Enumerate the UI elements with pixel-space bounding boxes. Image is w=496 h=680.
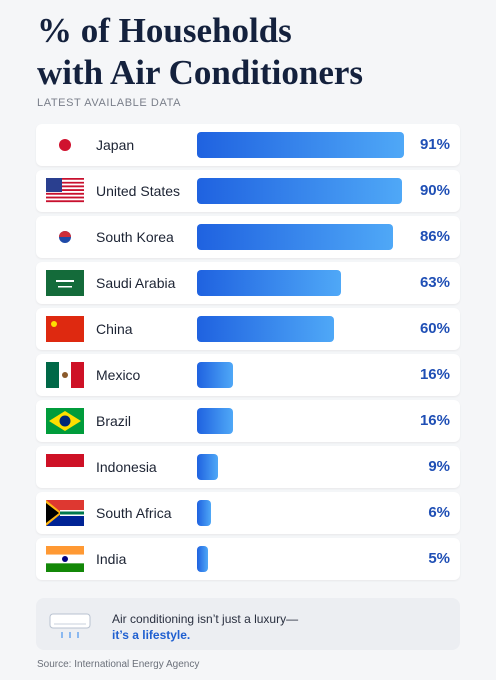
flag-part — [46, 546, 84, 555]
value-label: 60% — [419, 320, 450, 337]
flag-part — [46, 178, 84, 180]
flag-part — [46, 454, 84, 467]
bar-row: Saudi Arabia 63% — [36, 262, 460, 304]
flag-part — [46, 192, 84, 195]
source: Source: International Energy Agency — [37, 659, 200, 670]
flag — [46, 362, 84, 388]
flag-part — [71, 362, 84, 388]
flag-part — [56, 280, 74, 282]
flag-part — [59, 139, 71, 151]
flag-part — [46, 316, 84, 342]
flag — [46, 132, 84, 158]
value-label: 63% — [419, 274, 450, 291]
value-label: 90% — [419, 182, 450, 199]
title-line: with Air Conditioners — [37, 53, 364, 92]
bar — [197, 178, 403, 204]
flag-part — [46, 196, 84, 199]
flag-part — [46, 270, 84, 296]
category-label: South Korea — [96, 229, 174, 245]
category-label: Mexico — [96, 367, 141, 383]
flag — [46, 316, 84, 342]
ac-icon — [49, 613, 91, 638]
bar-row: South Africa 6% — [36, 492, 460, 534]
flag-part — [46, 200, 84, 203]
flag-part — [46, 563, 84, 572]
subtitle: LATEST AVAILABLE DATA — [37, 97, 182, 109]
value-label: 16% — [419, 412, 450, 429]
category-label: United States — [96, 183, 181, 199]
flag-part — [46, 503, 59, 523]
flag — [46, 546, 84, 572]
flag-part — [46, 362, 59, 388]
bar-row: Japan 91% — [36, 124, 460, 166]
flag — [46, 224, 84, 250]
category-label: India — [96, 551, 127, 567]
bar — [197, 316, 334, 342]
flag-part — [46, 179, 84, 182]
flag-part — [58, 286, 72, 288]
flag-part — [46, 185, 84, 188]
flag-part — [46, 189, 84, 191]
bar — [197, 500, 211, 526]
flag-part — [59, 415, 71, 427]
category-label: Japan — [96, 137, 135, 153]
flag — [46, 454, 84, 480]
value-label: 6% — [428, 504, 450, 521]
category-label: Indonesia — [96, 459, 157, 475]
value-label: 91% — [419, 136, 450, 153]
bar-row: Indonesia 9% — [36, 446, 460, 488]
category-label: South Africa — [96, 505, 172, 521]
bar — [197, 270, 341, 296]
category-label: Brazil — [96, 413, 132, 429]
bar-row: South Korea 86% — [36, 216, 460, 258]
bar — [197, 132, 405, 158]
bar — [197, 224, 394, 250]
bar-row: Mexico 16% — [36, 354, 460, 396]
flag-part — [62, 556, 68, 562]
flag-part — [51, 321, 57, 327]
value-label: 5% — [428, 550, 450, 567]
category-label: China — [96, 321, 133, 337]
bar — [197, 454, 218, 480]
flag-part — [60, 511, 84, 515]
bar — [197, 408, 234, 434]
bar-row: India 5% — [36, 538, 460, 580]
flag-part — [59, 231, 71, 237]
bar-row: Brazil 16% — [36, 400, 460, 442]
flag-part — [46, 178, 62, 192]
bar — [197, 362, 234, 388]
flag — [46, 270, 84, 296]
note-text: it’s a lifestyle. — [112, 628, 191, 642]
flag-part — [46, 181, 84, 184]
bar — [197, 546, 209, 572]
flag — [46, 408, 84, 434]
bar-row: China 60% — [36, 308, 460, 350]
chart-title: % of Households with Air Conditioners — [37, 10, 363, 94]
category-label: Saudi Arabia — [96, 275, 176, 291]
value-label: 9% — [428, 458, 450, 475]
bar-row: United States 90% — [36, 170, 460, 212]
title-line: % of Households — [37, 11, 292, 50]
flag-part — [46, 467, 84, 480]
flag-part — [62, 372, 68, 378]
flag — [46, 178, 84, 203]
flag — [46, 500, 84, 526]
value-label: 86% — [419, 228, 450, 245]
value-label: 16% — [419, 366, 450, 383]
note-box: Air conditioning isn’t just a luxury— it… — [36, 598, 460, 650]
note-text: Air conditioning isn’t just a luxury— — [112, 612, 299, 626]
